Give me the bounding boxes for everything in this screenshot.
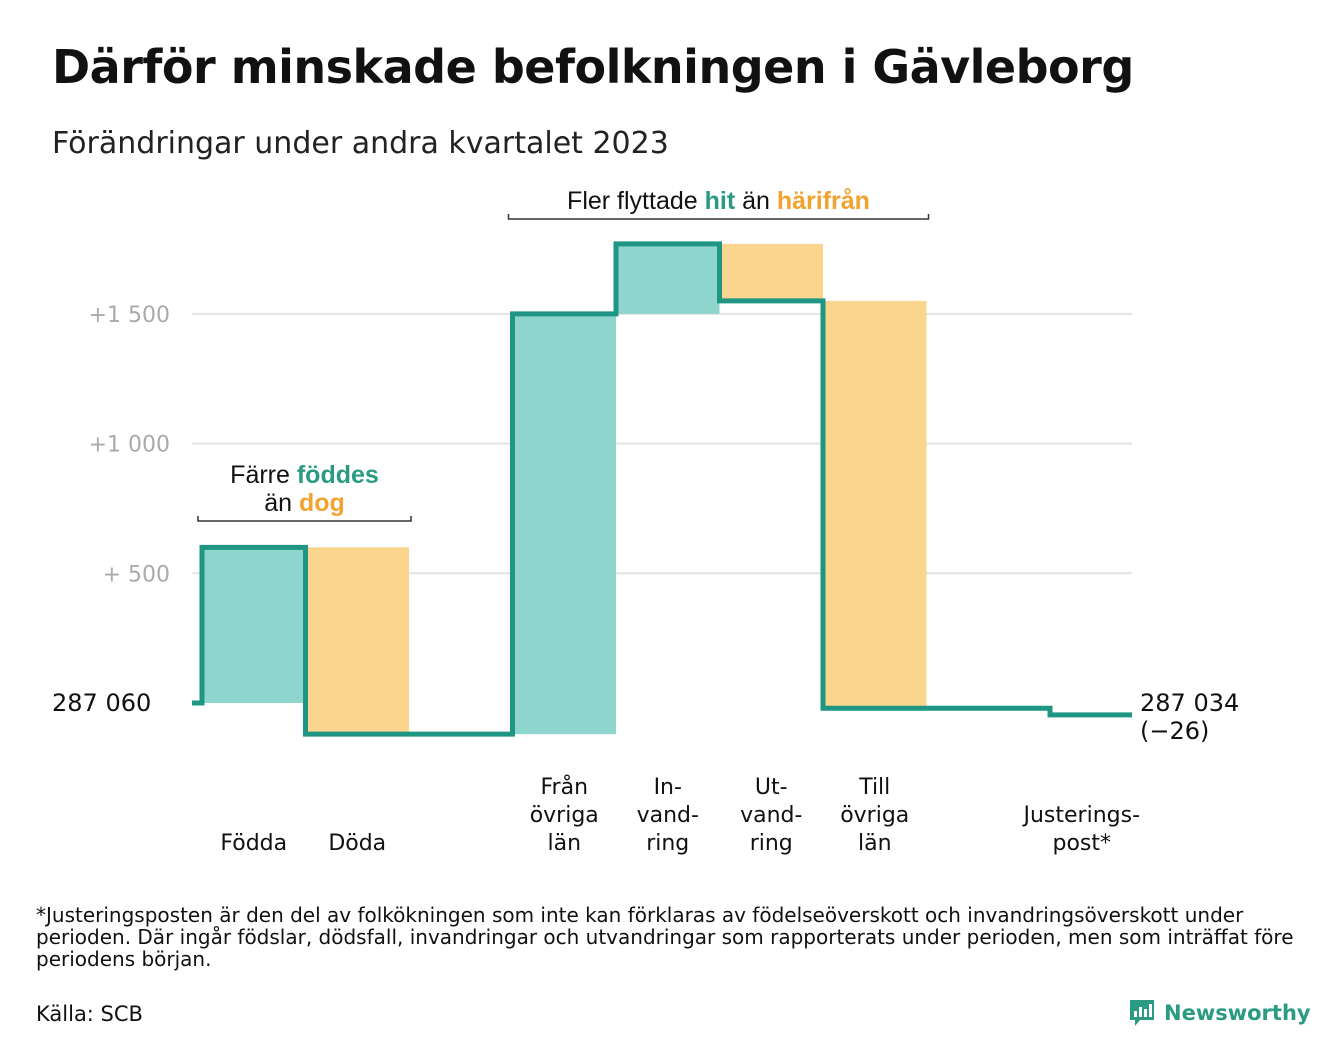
annotation-segment: Fler flyttade <box>567 187 705 215</box>
annotation-text: Färre föddes <box>230 461 379 489</box>
decrease-bar <box>305 547 409 735</box>
start-value-label: 287 060 <box>52 689 151 717</box>
category-label: län <box>858 831 892 856</box>
annotation-segment: än <box>264 489 299 517</box>
annotation-text: Fler flyttade hit än härifrån <box>567 187 870 215</box>
annotation-bracket <box>197 516 412 522</box>
increase-bar <box>512 313 616 735</box>
newsworthy-logo: Newsworthy <box>1128 998 1311 1028</box>
category-label: Från <box>540 774 588 800</box>
end-change-label: (−26) <box>1140 717 1209 745</box>
decrease-bar <box>719 243 823 301</box>
cumulative-line <box>192 241 1132 737</box>
annotation-segment: Färre <box>230 461 297 489</box>
annotation-segment: föddes <box>297 461 379 489</box>
footnote: *Justeringsposten är den del av folkökni… <box>36 903 1294 971</box>
y-tick-label: +1 000 <box>89 433 170 458</box>
category-label: övriga <box>530 803 599 828</box>
annotation-segment: dog <box>299 489 345 517</box>
category-label: övriga <box>840 803 909 828</box>
category-label: vand- <box>740 803 802 828</box>
annotation-segment: än <box>735 187 777 215</box>
end-value-label: 287 034 <box>1140 689 1239 717</box>
annotation-segment: hit <box>705 187 736 215</box>
category-label: län <box>547 831 581 856</box>
chart-subtitle: Förändringar under andra kvartalet 2023 <box>52 126 669 161</box>
category-label: Till <box>858 775 890 800</box>
annotation-text: än dog <box>264 489 345 517</box>
annotation-bracket <box>507 214 930 220</box>
annotation-segment: härifrån <box>777 187 870 215</box>
source-note: Källa: SCB <box>36 1002 143 1026</box>
bar-chart-icon <box>1130 1000 1154 1026</box>
y-tick-label: + 500 <box>103 562 170 587</box>
y-tick-label: +1 500 <box>89 303 170 328</box>
category-label: Döda <box>328 831 386 856</box>
category-label: post* <box>1052 831 1111 856</box>
increase-bar <box>202 547 306 703</box>
category-label: Födda <box>220 831 287 856</box>
category-label: ring <box>750 831 793 856</box>
increase-bar <box>616 243 720 314</box>
decrease-bar <box>823 300 927 709</box>
waterfall-chart: + 500 +1 000 +1 500 287 060 287 034(−26) Född… <box>52 187 1239 856</box>
category-label: Ut- <box>755 775 788 800</box>
category-label: In- <box>654 775 682 800</box>
category-label: ring <box>646 831 689 856</box>
chart-title: Därför minskade befolkningen i Gävleborg <box>52 40 1134 94</box>
category-label: vand- <box>637 803 699 828</box>
brand-name: Newsworthy <box>1164 1001 1311 1025</box>
category-label: Justerings- <box>1021 803 1140 828</box>
